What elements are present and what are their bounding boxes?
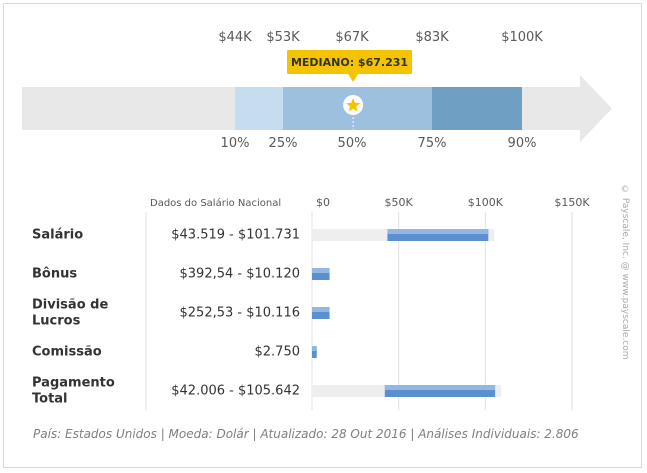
percentile-label: 75% [418, 136, 447, 151]
star-icon [346, 98, 361, 112]
row-category-label: Pagamento [32, 376, 115, 391]
x-tick-label: $50K [385, 196, 414, 209]
copyright-watermark: © Payscale, Inc. @ www.payscale.com [620, 185, 630, 360]
x-tick-label: $0 [316, 196, 330, 209]
row-category-label: Lucros [32, 314, 81, 329]
row-range-bar-highlight [384, 385, 496, 390]
percentile-value-label: $67K [335, 30, 369, 45]
footer-note: País: Estados Unidos | Moeda: Dolár | At… [33, 427, 579, 441]
percentile-label: 90% [508, 136, 537, 151]
row-range-bar-highlight [387, 229, 489, 234]
percentile-value-label: $44K [218, 30, 252, 45]
percentile-label: 10% [221, 136, 250, 151]
percentile-label: 25% [269, 136, 298, 151]
row-range-bar-highlight [312, 307, 330, 312]
percentile-label: 50% [338, 136, 367, 151]
median-label: MEDIANO: $67.231 [291, 56, 408, 69]
band-10-25 [235, 87, 283, 130]
row-range-label: $42.006 - $105.642 [171, 384, 300, 399]
row-category-label: Bônus [32, 267, 77, 282]
row-range-label: $2.750 [255, 345, 301, 360]
percentile-value-label: $83K [415, 30, 449, 45]
row-range-label: $392,54 - $10.120 [180, 267, 300, 282]
row-range-label: $252,53 - $10.116 [180, 306, 300, 321]
band-75-90 [432, 87, 522, 130]
row-category-label: Salário [32, 228, 83, 243]
row-category-label: Total [32, 392, 68, 407]
x-tick-label: $150K [554, 196, 590, 209]
chart-frame [3, 3, 642, 468]
section-header-label: Dados do Salário Nacional [150, 197, 281, 209]
x-tick-label: $100K [468, 196, 504, 209]
row-range-bar-highlight [312, 346, 317, 351]
row-category-label: Divisão de [32, 298, 108, 313]
row-range-bar-highlight [312, 268, 330, 273]
row-range-bar [312, 346, 317, 358]
row-range-label: $43.519 - $101.731 [171, 228, 300, 243]
median-badge-pointer [348, 74, 359, 82]
percentile-value-label: $53K [266, 30, 300, 45]
median-badge [287, 50, 412, 74]
row-category-label: Comissão [32, 345, 102, 360]
percentile-value-label: $100K [501, 30, 543, 45]
